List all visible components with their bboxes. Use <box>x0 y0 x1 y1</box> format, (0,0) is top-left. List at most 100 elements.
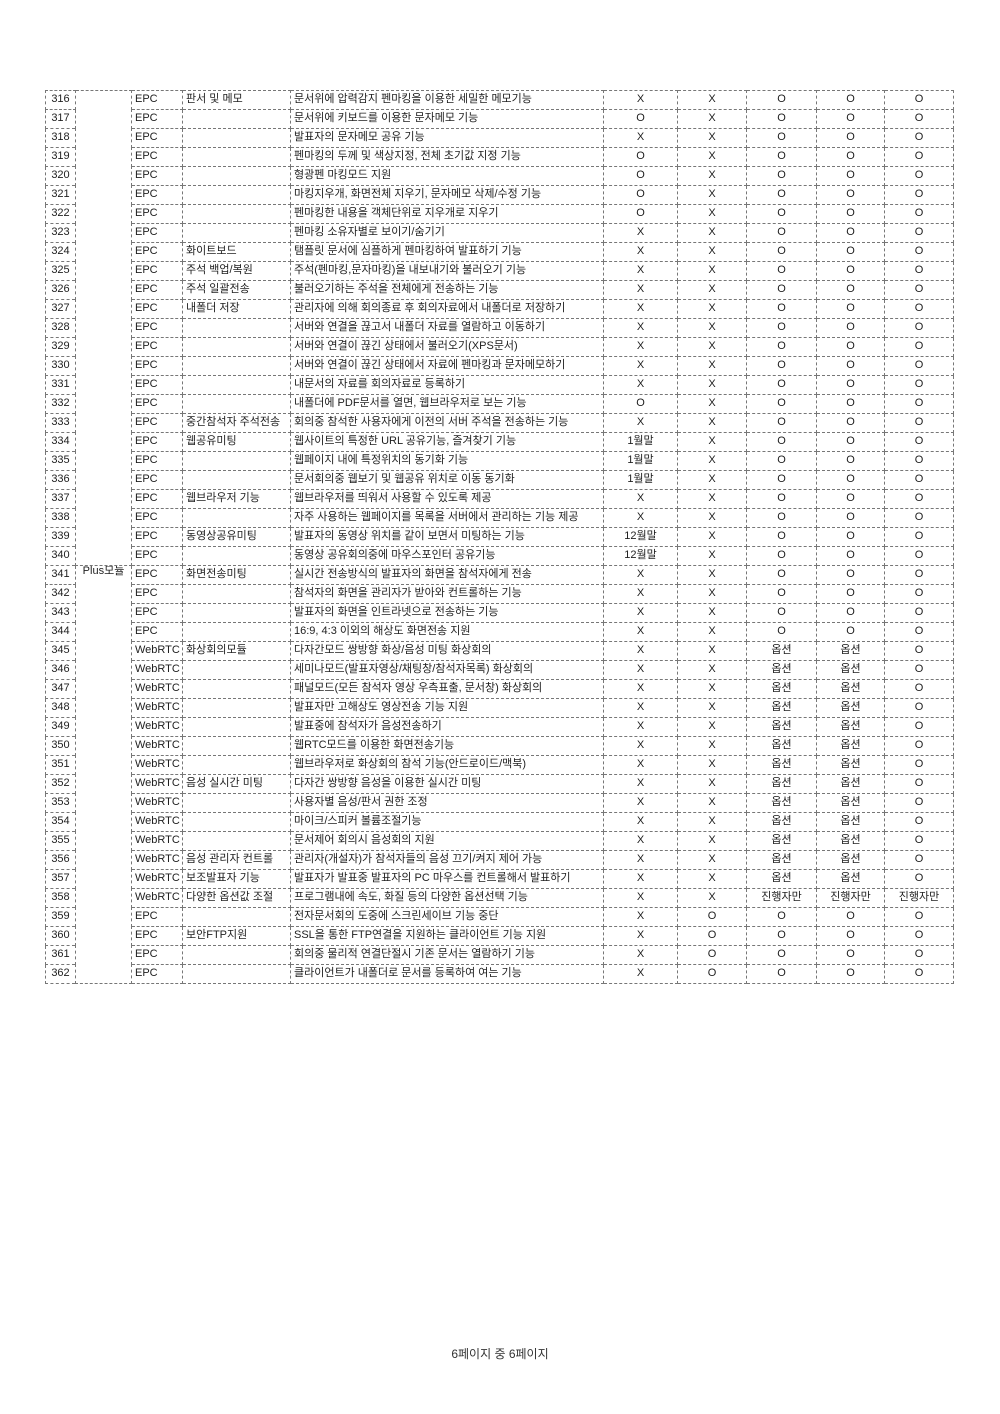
table-row: 324 EPC 화이트보드 탬플릿 문서에 심플하게 펜마킹하여 발표하기 기능 X X O… <box>45 242 954 262</box>
support-value-cell: O <box>746 565 817 585</box>
support-value-cell: X <box>677 660 747 680</box>
engine-cell: EPC <box>131 413 183 433</box>
engine-cell: WebRTC <box>131 850 183 870</box>
feature-description-cell: 마킹지우개, 화면전체 지우기, 문자메모 삭제/수정 기능 <box>290 185 604 205</box>
support-value-cell: X <box>603 413 678 433</box>
category-cell: 화면전송미팅 <box>182 565 291 585</box>
support-value-cell: 옵션 <box>746 850 817 870</box>
support-value-cell: 옵션 <box>816 698 885 718</box>
support-value-cell: O <box>816 584 885 604</box>
support-value-cell: O <box>884 147 954 167</box>
feature-description-cell: 내폴더에 PDF문서를 열면, 웹브라우저로 보는 기능 <box>290 394 604 414</box>
support-value-cell: O <box>816 280 885 300</box>
support-value-cell: 1월말 <box>603 432 678 452</box>
table-row: 318 EPC 발표자의 문자메모 공유 기능 X X O O O <box>45 128 954 148</box>
support-value-cell: 진행자만 <box>884 888 954 908</box>
support-value-cell: 옵션 <box>816 736 885 756</box>
support-value-cell: 옵션 <box>746 679 817 699</box>
support-value-cell: X <box>603 565 678 585</box>
category-cell: 음성 관리자 컨트롤 <box>182 850 291 870</box>
engine-cell: WebRTC <box>131 774 183 794</box>
feature-description-cell: 발표자의 화면을 인트라넷으로 전송하는 기능 <box>290 603 604 623</box>
support-value-cell: X <box>677 204 747 224</box>
feature-description-cell: 회의중 물리적 연결단절시 기존 문서는 열람하기 기능 <box>290 945 604 965</box>
category-cell <box>182 147 291 167</box>
support-value-cell: O <box>884 337 954 357</box>
support-value-cell: X <box>677 603 747 623</box>
row-number-cell: 328 <box>45 318 76 338</box>
feature-description-cell: 내문서의 자료를 회의자료로 등록하기 <box>290 375 604 395</box>
category-cell: 판서 및 메모 <box>182 90 291 110</box>
support-value-cell: 옵션 <box>746 831 817 851</box>
feature-description-cell: 웹페이지 내에 특정위치의 동기화 기능 <box>290 451 604 471</box>
support-value-cell: X <box>677 394 747 414</box>
engine-cell: WebRTC <box>131 736 183 756</box>
support-value-cell: O <box>746 451 817 471</box>
category-cell <box>182 698 291 718</box>
category-cell <box>182 622 291 642</box>
feature-description-cell: 서버와 연결이 끊긴 상태에서 자료에 펜마킹과 문자메모하기 <box>290 356 604 376</box>
row-number-cell: 347 <box>45 679 76 699</box>
support-value-cell: X <box>677 584 747 604</box>
support-value-cell: O <box>746 128 817 148</box>
engine-cell: WebRTC <box>131 888 183 908</box>
row-number-cell: 316 <box>45 90 76 110</box>
table-row: 321 EPC 마킹지우개, 화면전체 지우기, 문자메모 삭제/수정 기능 O X O O… <box>45 185 954 205</box>
support-value-cell: 옵션 <box>816 869 885 889</box>
support-value-cell: X <box>603 945 678 965</box>
support-value-cell: O <box>746 489 817 509</box>
feature-description-cell: 웹브라우저를 띄워서 사용할 수 있도록 제공 <box>290 489 604 509</box>
support-value-cell: O <box>746 356 817 376</box>
row-number-cell: 342 <box>45 584 76 604</box>
row-number-cell: 341 <box>45 565 76 585</box>
support-value-cell: 옵션 <box>746 774 817 794</box>
category-cell: 음성 실시간 미팅 <box>182 774 291 794</box>
support-value-cell: O <box>746 603 817 623</box>
support-value-cell: O <box>677 926 747 946</box>
table-row: 358 WebRTC 다양한 옵션값 조절 프로그램내에 속도, 화질 등의 다양한 … <box>45 888 954 908</box>
support-value-cell: O <box>816 451 885 471</box>
feature-description-cell: 사용자별 음성/판서 권한 조정 <box>290 793 604 813</box>
page-footer: 6페이지 중 6페이지 <box>451 1347 549 1361</box>
category-cell <box>182 755 291 775</box>
support-value-cell: O <box>816 546 885 566</box>
support-value-cell: O <box>884 584 954 604</box>
support-value-cell: X <box>677 736 747 756</box>
support-value-cell: O <box>884 185 954 205</box>
support-value-cell: X <box>677 299 747 319</box>
support-value-cell: O <box>884 356 954 376</box>
table-row: 339 EPC 동영상공유미팅 발표자의 동영상 위치를 같이 보면서 미팅하는 기능… <box>45 527 954 547</box>
support-value-cell: O <box>816 204 885 224</box>
row-number-cell: 317 <box>45 109 76 129</box>
row-number-cell: 327 <box>45 299 76 319</box>
feature-description-cell: 주석(펜마킹,문자마킹)을 내보내기와 불러오기 기능 <box>290 261 604 281</box>
table-row: 351 WebRTC 웹브라우저로 화상회의 참석 기능(안드로이드/맥북) X X 옵션… <box>45 755 954 775</box>
category-cell <box>182 584 291 604</box>
feature-comparison-table: 316 EPC 판서 및 메모 문서위에 압력감지 펜마킹을 이용한 세밀한 메모기능… <box>45 90 954 984</box>
engine-cell: EPC <box>131 907 183 927</box>
category-cell: 동영상공유미팅 <box>182 527 291 547</box>
support-value-cell: O <box>884 679 954 699</box>
category-cell <box>182 394 291 414</box>
category-cell: 다양한 옵션값 조절 <box>182 888 291 908</box>
row-number-cell: 324 <box>45 242 76 262</box>
feature-table-container: 316 EPC 판서 및 메모 문서위에 압력감지 펜마킹을 이용한 세밀한 메모기능… <box>45 90 954 984</box>
table-row: 348 WebRTC 발표자만 고해상도 영상전송 기능 지원 X X 옵션 옵션 O <box>45 698 954 718</box>
support-value-cell: X <box>603 926 678 946</box>
row-number-cell: 333 <box>45 413 76 433</box>
support-value-cell: O <box>746 584 817 604</box>
support-value-cell: O <box>884 717 954 737</box>
support-value-cell: O <box>884 660 954 680</box>
support-value-cell: X <box>603 964 678 984</box>
support-value-cell: 12월말 <box>603 527 678 547</box>
table-row: 354 WebRTC 마이크/스피커 볼륨조절기능 X X 옵션 옵션 O <box>45 812 954 832</box>
table-row: 330 EPC 서버와 연결이 끊긴 상태에서 자료에 펜마킹과 문자메모하기 X X O… <box>45 356 954 376</box>
module-group-cell: Plus모듈 <box>75 565 132 984</box>
table-row: 337 EPC 웹브라우저 기능 웹브라우저를 띄워서 사용할 수 있도록 제공 X X O… <box>45 489 954 509</box>
support-value-cell: X <box>603 850 678 870</box>
support-value-cell: 옵션 <box>746 698 817 718</box>
support-value-cell: X <box>677 375 747 395</box>
category-cell <box>182 470 291 490</box>
feature-description-cell: 펜마킹 소유자별로 보이기/숨기기 <box>290 223 604 243</box>
support-value-cell: O <box>746 109 817 129</box>
